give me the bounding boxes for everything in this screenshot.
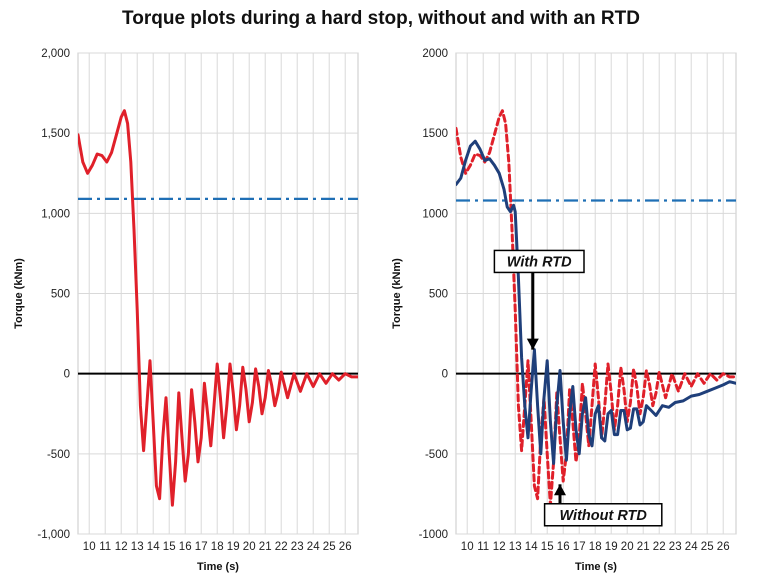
chart1-x-tick-label: 25 bbox=[323, 541, 336, 553]
chart2-x-tick-label: 17 bbox=[573, 541, 586, 553]
chart1-y-tick-label: -500 bbox=[47, 449, 70, 461]
chart2-y-tick-label: 1500 bbox=[422, 128, 448, 140]
chart2-x-tick-label: 22 bbox=[653, 541, 666, 553]
chart2-x-tick-label: 13 bbox=[509, 541, 522, 553]
chart2-x-tick-label: 21 bbox=[637, 541, 650, 553]
chart2-annotation-box bbox=[493, 249, 585, 274]
chart1-x-tick-label: 10 bbox=[83, 541, 96, 553]
chart1-x-tick-label: 23 bbox=[291, 541, 304, 553]
chart1-y-axis-label: Torque (kNm) bbox=[13, 258, 25, 329]
chart2-x-tick-label: 11 bbox=[477, 541, 489, 553]
chart1-y-tick-label: 1,000 bbox=[41, 208, 70, 220]
chart1-x-tick-label: 11 bbox=[99, 541, 111, 553]
chart2-y-axis-label: Torque (kNm) bbox=[391, 258, 403, 329]
chart2-y-tick-label: 0 bbox=[442, 369, 448, 381]
chart2-annotation-text: Without RTD bbox=[560, 508, 648, 524]
chart1-x-tick-label: 21 bbox=[259, 541, 272, 553]
chart1-y-tick-label: 1,500 bbox=[41, 128, 70, 140]
chart2-y-tick-label: 2000 bbox=[422, 48, 448, 60]
chart2-x-tick-label: 19 bbox=[605, 541, 618, 553]
chart2-x-tick-label: 25 bbox=[701, 541, 714, 553]
chart2-x-tick-label: 26 bbox=[717, 541, 730, 553]
chart1-x-tick-label: 24 bbox=[307, 541, 320, 553]
chart1-x-tick-label: 22 bbox=[275, 541, 288, 553]
chart1-x-tick-label: 13 bbox=[131, 541, 144, 553]
chart2-annotation-box bbox=[543, 503, 663, 527]
chart2-x-tick-label: 23 bbox=[669, 541, 682, 553]
chart2-y-tick-label: 1000 bbox=[422, 208, 448, 220]
chart1-x-tick-label: 14 bbox=[147, 541, 160, 553]
chart2-y-tick-label: -500 bbox=[425, 449, 448, 461]
chart2-x-tick-label: 20 bbox=[621, 541, 634, 553]
chart2-x-tick-label: 10 bbox=[461, 541, 474, 553]
chart1-y-tick-label: -1,000 bbox=[37, 529, 70, 541]
chart2-y-tick-label: 500 bbox=[429, 289, 448, 301]
chart1-x-tick-label: 20 bbox=[243, 541, 256, 553]
chart2-with-rtd-line bbox=[456, 139, 736, 465]
chart2-annotation-1: Without RTD bbox=[543, 484, 663, 527]
chart1-x-tick-label: 18 bbox=[211, 541, 224, 553]
chart1-y-tick-label: 2,000 bbox=[41, 48, 70, 60]
chart2-annotation-arrowhead bbox=[526, 338, 539, 350]
chart2-annotation-0: With RTD bbox=[493, 249, 585, 350]
chart2-x-axis-label: Time (s) bbox=[575, 561, 617, 573]
chart2-y-tick-label: -1000 bbox=[419, 529, 448, 541]
chart1-x-tick-label: 17 bbox=[195, 541, 208, 553]
chart2-x-tick-label: 14 bbox=[525, 541, 538, 553]
chart2-annotation-arrowhead bbox=[554, 484, 566, 496]
chart2-x-tick-label: 18 bbox=[589, 541, 602, 553]
chart2-x-tick-label: 24 bbox=[685, 541, 698, 553]
chart1-x-tick-label: 16 bbox=[179, 541, 192, 553]
chart1-y-tick-label: 0 bbox=[64, 369, 70, 381]
figure-title: Torque plots during a hard stop, without… bbox=[122, 8, 640, 29]
chart1-y-tick-label: 500 bbox=[51, 289, 70, 301]
chart1-x-tick-label: 12 bbox=[115, 541, 128, 553]
chart2-x-tick-label: 12 bbox=[493, 541, 506, 553]
chart2-x-tick-label: 16 bbox=[557, 541, 570, 553]
chart1-x-tick-label: 15 bbox=[163, 541, 176, 553]
chart1-x-tick-label: 26 bbox=[339, 541, 352, 553]
chart1-x-tick-label: 19 bbox=[227, 541, 240, 553]
chart1-series-0-line bbox=[78, 109, 358, 507]
chart2-x-tick-label: 15 bbox=[541, 541, 554, 553]
chart1-x-axis-label: Time (s) bbox=[197, 561, 239, 573]
chart2-annotation-text: With RTD bbox=[507, 254, 572, 270]
